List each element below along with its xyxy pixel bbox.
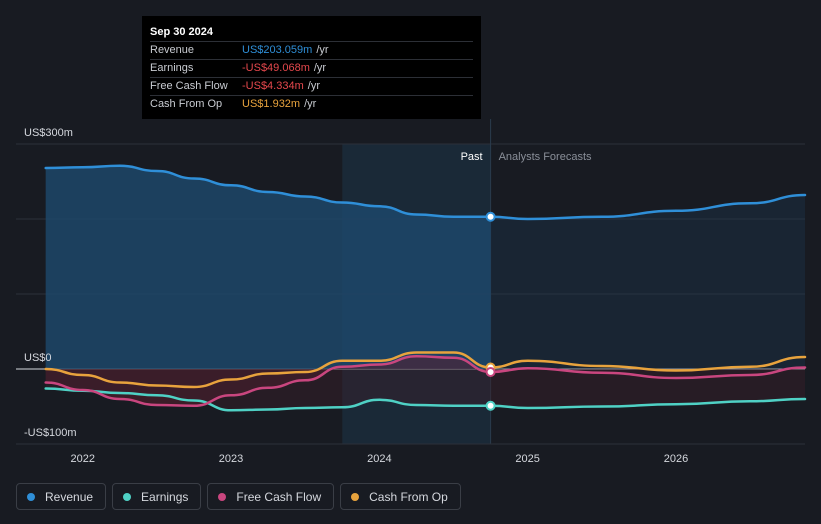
tooltip: Sep 30 2024 Revenue US$203.059m /yr Earn… [142, 16, 481, 119]
legend-item-free-cash-flow[interactable]: Free Cash Flow [207, 483, 335, 510]
highlight-point-earnings [485, 400, 496, 411]
x-tick-label: 2026 [664, 453, 688, 465]
tooltip-row-free-cash-flow: Free Cash Flow -US$4.334m /yr [150, 77, 473, 95]
legend-label: Free Cash Flow [236, 489, 322, 504]
x-axis-labels: 2022 2023 2024 2025 2026 [16, 443, 805, 465]
x-tick-label: 2024 [367, 453, 391, 465]
x-tick-label: 2023 [219, 453, 243, 465]
legend-label: Earnings [141, 489, 189, 504]
tooltip-row-cash-from-op: Cash From Op US$1.932m /yr [150, 95, 473, 113]
revenue-area-past [45, 165, 491, 369]
legend-dot-icon [123, 492, 132, 501]
legend-label: Revenue [45, 489, 94, 504]
series-line-free-cash-flow [44, 355, 807, 408]
tooltip-value: US$203.059m [242, 44, 313, 56]
legend: Revenue Earnings Free Cash Flow Cash Fro… [16, 483, 461, 511]
tooltip-row-earnings: Earnings -US$49.068m /yr [150, 59, 473, 77]
highlight-point-revenue [485, 211, 496, 222]
tooltip-label: Revenue [150, 44, 195, 56]
tooltip-row-revenue: Revenue US$203.059m /yr [150, 41, 473, 59]
forecast-label: Analysts Forecasts [499, 151, 592, 163]
tooltip-value: -US$4.334m [242, 80, 304, 92]
x-tick-label: 2022 [70, 453, 94, 465]
legend-item-earnings[interactable]: Earnings [112, 483, 202, 510]
past-label: Past [461, 151, 483, 163]
tooltip-label: Cash From Op [150, 98, 223, 110]
y-axis-labels: US$300m US$0 -US$100m [24, 127, 77, 439]
legend-dot-icon [27, 492, 35, 501]
series-line-earnings [44, 387, 807, 412]
legend-label: Cash From Op [369, 489, 448, 504]
x-tick-label: 2025 [515, 453, 539, 465]
series-line-cash-from-op [44, 351, 807, 389]
tooltip-unit: /yr [304, 98, 317, 110]
series-lines [44, 164, 807, 412]
tooltip-value: -US$49.068m [242, 62, 310, 74]
legend-item-cash-from-op[interactable]: Cash From Op [340, 483, 461, 510]
tooltip-value: US$1.932m [242, 98, 301, 110]
y-tick-label: US$300m [24, 127, 73, 139]
tooltip-date: Sep 30 2024 [150, 26, 213, 38]
y-tick-label: -US$100m [24, 427, 77, 439]
tooltip-unit: /yr [307, 80, 320, 92]
highlight-point-free-cash-flow [485, 367, 496, 377]
tooltip-unit: /yr [316, 44, 329, 56]
legend-dot-icon [351, 492, 360, 501]
tooltip-unit: /yr [313, 62, 327, 74]
legend-dot-icon [218, 492, 227, 501]
annotations: Past Analysts Forecasts [461, 151, 592, 163]
legend-item-revenue[interactable]: Revenue [16, 483, 107, 510]
tooltip-label: Free Cash Flow [150, 80, 228, 92]
series-line-revenue [44, 164, 807, 221]
tooltip-label: Earnings [150, 62, 194, 74]
y-tick-label: US$0 [24, 352, 52, 364]
fcf-area-past [45, 356, 491, 406]
